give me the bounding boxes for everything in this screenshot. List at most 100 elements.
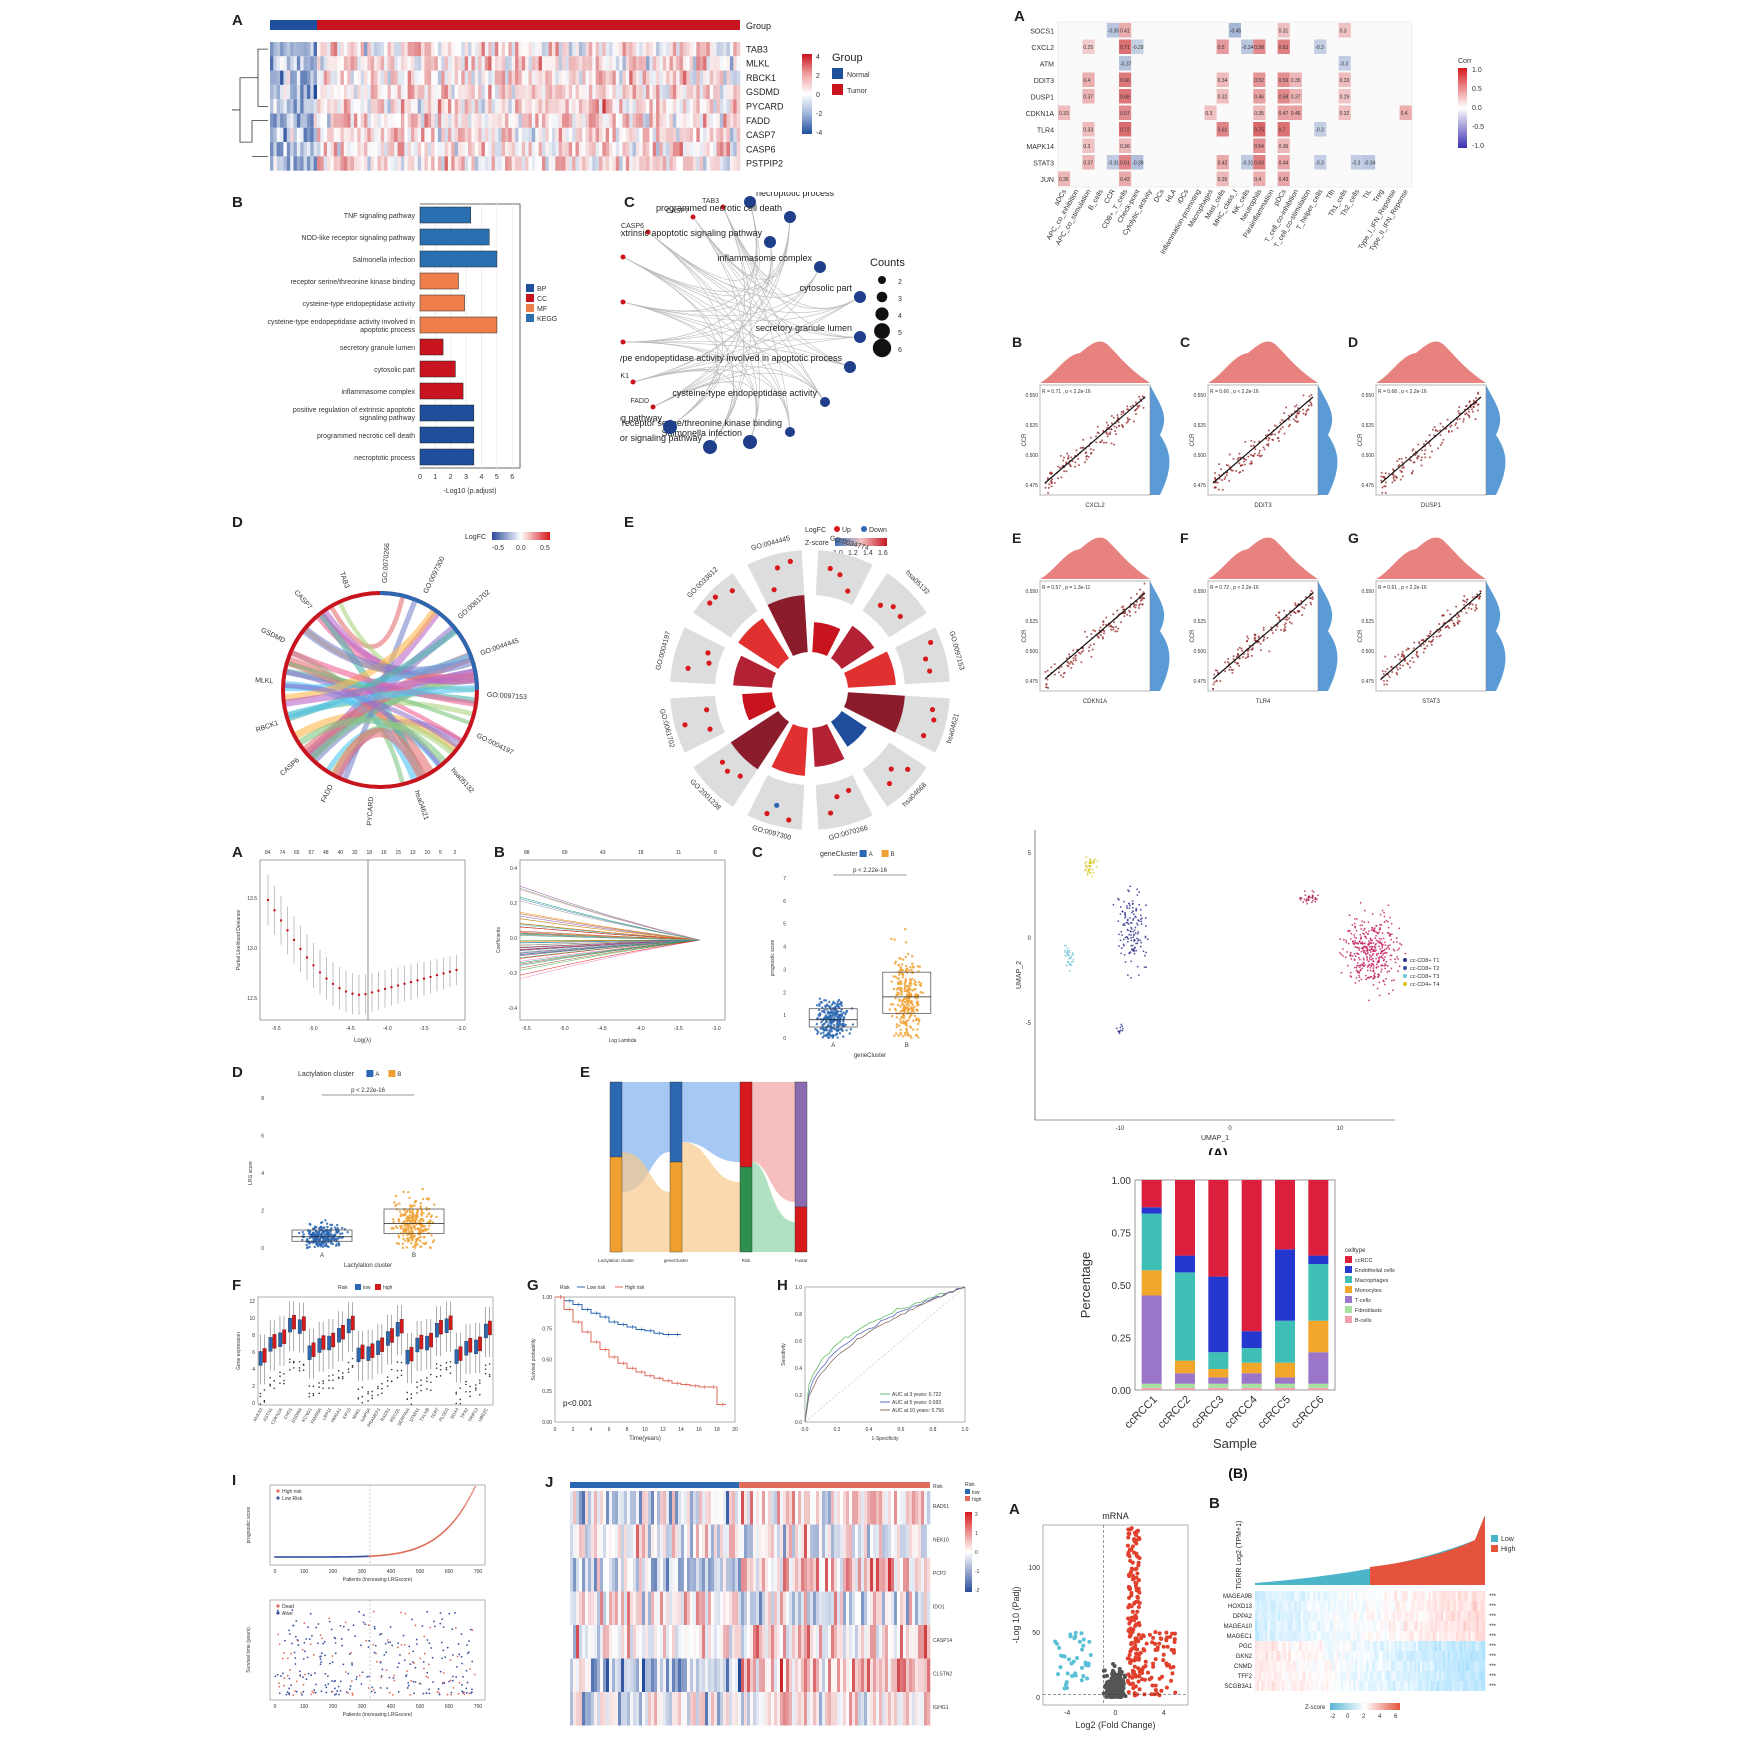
jitter-point <box>820 1021 822 1023</box>
heatmap-cell <box>505 71 509 85</box>
outlier <box>279 1382 281 1384</box>
scatter-point <box>1231 672 1233 674</box>
outlier <box>328 1379 330 1381</box>
heatmap-cell <box>606 85 610 99</box>
heatmap-cell <box>398 156 402 170</box>
outer-sector <box>747 775 804 830</box>
heatmap-cell <box>391 71 395 85</box>
heatmap-cell <box>498 56 502 70</box>
heatmap-cell <box>324 56 328 70</box>
heatmap-cell <box>686 71 690 85</box>
heatmap-cell <box>512 56 516 70</box>
scatter-point <box>1115 626 1117 628</box>
heatmap-cell <box>616 85 620 99</box>
chord-label: GO:0061702 <box>457 589 492 621</box>
heatmap-cell <box>374 156 378 170</box>
heatmap-cell <box>680 56 684 70</box>
heatmap-cell <box>552 42 556 56</box>
jitter-point <box>302 1231 304 1233</box>
heatmap-cell <box>458 156 462 170</box>
heatmap-cell <box>367 42 371 56</box>
heatmap-cell <box>633 128 637 142</box>
x-tick: 12 <box>660 1427 666 1433</box>
heatmap-cell <box>730 99 734 113</box>
heatmap-cell <box>341 114 345 128</box>
y-tick: 0.525 <box>1193 619 1206 625</box>
scatter-point <box>1465 612 1467 614</box>
scatter-point <box>1070 456 1072 458</box>
outlier <box>479 1379 481 1381</box>
heatmap-cell <box>582 156 586 170</box>
jitter-point <box>414 1226 416 1228</box>
heatmap-cell <box>280 156 284 170</box>
scatter-point <box>1129 615 1131 617</box>
jitter-point <box>907 991 909 993</box>
heatmap-cell <box>351 99 355 113</box>
outlier <box>332 1387 334 1389</box>
heatmap-cell <box>612 56 616 70</box>
status-point <box>363 1614 365 1616</box>
heatmap-cell <box>532 42 536 56</box>
heatmap-cell <box>287 114 291 128</box>
y-tick: 4 <box>261 1171 264 1177</box>
corr-cell-value: 0.72 <box>1120 128 1130 134</box>
corr-cell-value: -0.31 <box>1242 161 1254 167</box>
heatmap-cell <box>377 99 381 113</box>
scatter-point <box>1136 408 1138 410</box>
status-point <box>440 1671 442 1673</box>
jitter-point <box>893 975 895 977</box>
heatmap-cell <box>300 56 304 70</box>
heatmap-cell <box>592 156 596 170</box>
heatmap-cell <box>330 156 334 170</box>
gene-label: MLKL <box>746 59 770 69</box>
col-label: TIL <box>1362 188 1373 200</box>
scatter-point <box>1088 456 1090 458</box>
outlier <box>430 1374 432 1376</box>
heatmap-cell <box>693 114 697 128</box>
scatter-point <box>1442 426 1444 428</box>
heatmap-cell <box>294 156 298 170</box>
panel-letter: E <box>624 514 634 531</box>
status-point <box>432 1657 434 1659</box>
scatter-point <box>1130 406 1132 408</box>
status-point <box>426 1692 428 1694</box>
sankey-node <box>670 1082 682 1162</box>
cv-point <box>273 909 275 911</box>
heatmap-cell <box>606 56 610 70</box>
counts-legend-dot <box>873 339 891 357</box>
y-axis-label: CCR <box>1022 629 1028 643</box>
status-point <box>334 1694 336 1696</box>
heatmap-cell <box>633 42 637 56</box>
scatter-point <box>1232 669 1234 671</box>
status-point <box>278 1682 280 1684</box>
panel-letter: H <box>777 1277 788 1294</box>
heatmap-cell <box>522 85 526 99</box>
heatmap-cell <box>683 56 687 70</box>
outlier <box>352 1365 354 1367</box>
heatmap-cell <box>649 99 653 113</box>
heatmap-cell <box>612 142 616 156</box>
status-point <box>465 1687 467 1689</box>
scatter-point <box>1088 650 1090 652</box>
jitter-point <box>899 1018 901 1020</box>
status-point <box>406 1670 408 1672</box>
legend-label: Dead <box>282 1604 294 1610</box>
heatmap-cell <box>559 56 563 70</box>
jitter-point <box>415 1218 417 1220</box>
scatter-point <box>1102 624 1104 626</box>
heatmap-cell <box>347 85 351 99</box>
jitter-point <box>407 1240 409 1242</box>
heatmap-cell <box>599 42 603 56</box>
gene-dot <box>923 656 928 661</box>
heatmap-cell <box>364 142 368 156</box>
heatmap-cell <box>626 114 630 128</box>
scatter-point <box>1406 649 1408 651</box>
legend-label: A <box>869 852 873 858</box>
box <box>371 1344 375 1358</box>
gene-dot <box>725 769 730 774</box>
jitter-point <box>336 1224 338 1226</box>
jitter-point <box>818 1003 820 1005</box>
box <box>459 1347 463 1361</box>
scatter-point <box>1413 661 1415 663</box>
